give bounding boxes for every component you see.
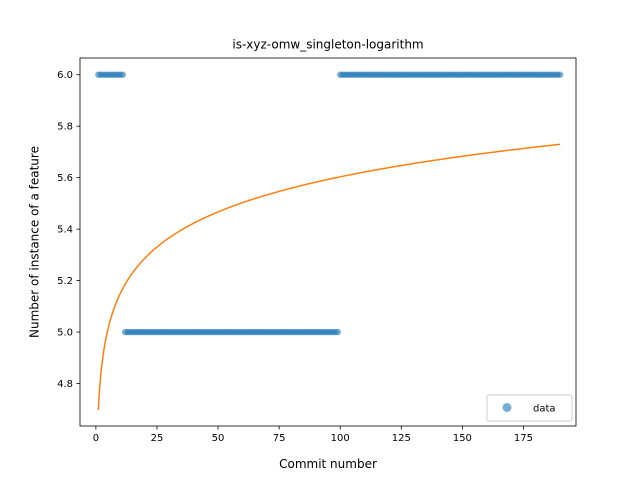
legend: data bbox=[486, 394, 573, 422]
plot-area: 0 25 50 75 100 125 150 175 4.8 5.0 5.2 5.4 5.6 5.8 6.0 bbox=[57, 57, 577, 444]
x-tick-label-0: 0 bbox=[93, 433, 99, 444]
x-tick-label-150: 150 bbox=[453, 433, 472, 444]
y-tick-label-5.4: 5.4 bbox=[57, 225, 73, 236]
legend-frame bbox=[486, 394, 573, 422]
x-tick-label-25: 25 bbox=[151, 433, 164, 444]
x-tick-label-50: 50 bbox=[212, 433, 225, 444]
y-tick-label-5.2: 5.2 bbox=[57, 276, 73, 287]
axes-frame bbox=[79, 57, 577, 427]
x-axis-label: Commit number bbox=[279, 457, 377, 471]
y-tick-label-5.8: 5.8 bbox=[57, 122, 73, 133]
legend-label-data: data bbox=[533, 404, 556, 415]
x-tick-label-175: 175 bbox=[514, 433, 533, 444]
x-tick-label-100: 100 bbox=[331, 433, 350, 444]
x-tick-label-125: 125 bbox=[392, 433, 411, 444]
data-point-189 bbox=[556, 71, 564, 78]
data-point-98 bbox=[334, 328, 341, 336]
y-tick-label-4.8: 4.8 bbox=[57, 379, 73, 390]
legend-marker-data bbox=[502, 403, 512, 412]
y-tick-label-6: 6.0 bbox=[57, 70, 73, 81]
y-tick-label-5.6: 5.6 bbox=[57, 173, 73, 184]
x-tick-label-75: 75 bbox=[273, 433, 286, 444]
chart-title: is-xyz-omw_singleton-logarithm bbox=[232, 38, 423, 52]
y-tick-label-5: 5.0 bbox=[57, 328, 73, 339]
y-axis-label: Number of instance of a feature bbox=[28, 146, 42, 338]
fit-line bbox=[97, 143, 561, 411]
data-point-10 bbox=[119, 71, 126, 78]
